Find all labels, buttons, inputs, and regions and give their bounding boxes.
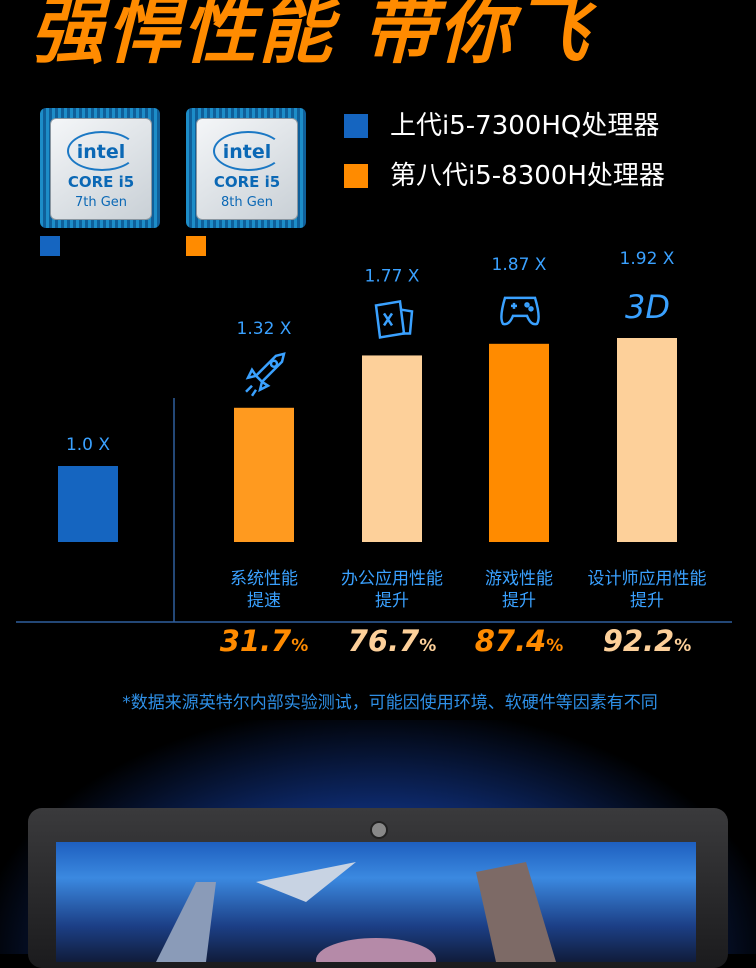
rocket-icon [245,352,286,397]
chip-color-swatch [40,236,60,256]
category-label: 设计师应用性能 提升 [587,569,707,611]
legend-label-8th-gen: 第八代i5-8300H处理器 [390,161,665,191]
laptop-screen-game-image [56,842,696,962]
chip-brand: intel [76,141,126,163]
chart-bar [489,343,549,542]
legend-swatch-8th-gen [344,164,368,188]
legend-swatch-previous-gen [344,114,368,138]
category-label: 系统性能 提速 [230,569,298,611]
chip-core: CORE i5 [213,173,281,191]
chart-bar [362,355,422,542]
performance-bar-chart: 1.0 X 1.32 X 1.77 X 1.87 X 1.92 X 3D [16,250,732,623]
bar-value-label: 1.87 X [492,255,547,275]
3d-icon: 3D [625,288,670,326]
chip-core: CORE i5 [67,173,135,191]
office-document-icon [374,299,414,339]
intel-core-i5-7th-gen-badge: intel CORE i5 7th Gen [40,108,160,228]
page-title: 强悍性能 带你飞 [30,0,590,74]
bar-value-label: 1.0 X [66,435,110,455]
chip-gen: 8th Gen [220,195,274,210]
gamepad-icon [500,296,540,326]
chart-bar [234,407,294,542]
data-source-note: *数据来源英特尔内部实验测试，可能因使用环境、软硬件等因素有不同 [122,693,658,713]
webcam-icon [370,821,388,839]
chart-bar [58,466,118,542]
improvement-percent: 31.7% [219,624,309,658]
improvement-percent: 87.4% [474,624,564,658]
improvement-percent: 92.2% [602,624,692,658]
improvement-percent: 76.7% [347,624,437,658]
chart-bar [617,338,677,542]
category-label: 办公应用性能 提升 [341,569,443,611]
bar-value-label: 1.92 X [620,250,675,269]
category-label: 游戏性能 提升 [485,569,553,611]
legend-label-previous-gen: 上代i5-7300HQ处理器 [390,111,660,141]
bar-value-label: 1.77 X [365,266,420,286]
chip-color-swatch [186,236,206,256]
intel-core-i5-8th-gen-badge: intel CORE i5 8th Gen [186,108,306,228]
chip-brand: intel [222,141,272,163]
3d-icon-text: 3D [625,288,670,326]
chip-gen: 7th Gen [74,195,128,210]
bar-value-label: 1.32 X [237,319,292,339]
